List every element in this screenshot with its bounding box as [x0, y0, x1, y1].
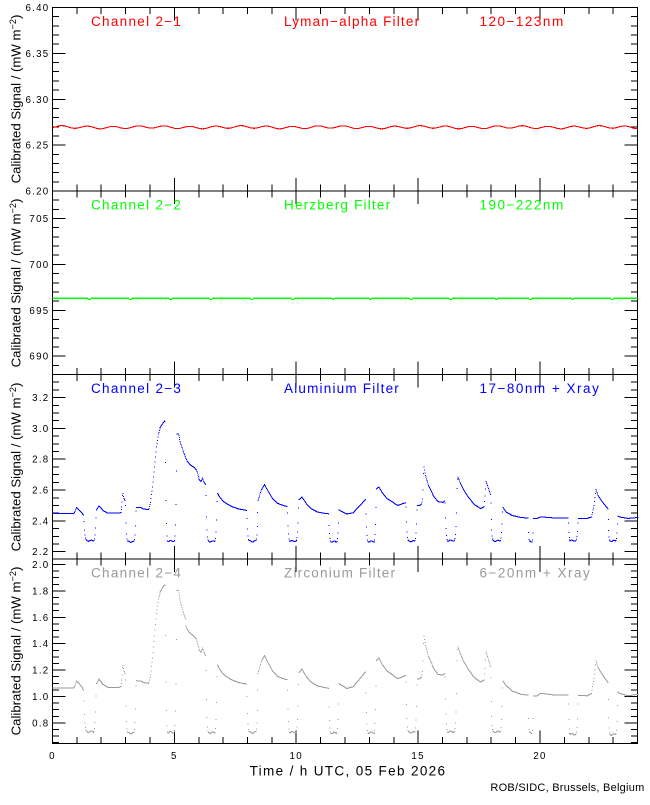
svg-text:Calibrated Signal / (mW m−2): Calibrated Signal / (mW m−2)	[8, 383, 24, 552]
svg-text:Lyman−alpha Filter: Lyman−alpha Filter	[284, 14, 420, 29]
svg-text:2.2: 2.2	[32, 547, 49, 558]
svg-text:Calibrated Signal / (mW m−2): Calibrated Signal / (mW m−2)	[8, 567, 24, 736]
svg-text:17−80nm + Xray: 17−80nm + Xray	[480, 381, 601, 396]
svg-text:5: 5	[171, 751, 178, 762]
svg-text:700: 700	[29, 260, 49, 271]
svg-text:6.35: 6.35	[25, 49, 49, 60]
svg-text:0: 0	[49, 751, 56, 762]
svg-text:10: 10	[290, 751, 303, 762]
svg-text:6.40: 6.40	[25, 3, 49, 14]
svg-text:Calibrated Signal / (mW m−2): Calibrated Signal / (mW m−2)	[8, 15, 24, 184]
svg-text:Time / h UTC, 05 Feb 2026: Time / h UTC, 05 Feb 2026	[250, 764, 447, 779]
svg-text:ROB/SIDC, Brussels, Belgium: ROB/SIDC, Brussels, Belgium	[490, 782, 644, 794]
svg-text:15: 15	[411, 751, 424, 762]
svg-text:690: 690	[29, 352, 49, 363]
svg-text:0.8: 0.8	[32, 718, 49, 729]
svg-text:6.25: 6.25	[25, 141, 49, 152]
svg-text:Zirconium Filter: Zirconium Filter	[284, 566, 396, 581]
svg-text:6.30: 6.30	[25, 95, 49, 106]
svg-text:2.8: 2.8	[32, 455, 49, 466]
svg-text:190−222nm: 190−222nm	[480, 198, 565, 213]
svg-text:Herzberg Filter: Herzberg Filter	[284, 198, 391, 213]
svg-text:Calibrated Signal / (mW m−2): Calibrated Signal / (mW m−2)	[8, 199, 24, 368]
svg-text:2.6: 2.6	[32, 486, 49, 497]
svg-text:2.4: 2.4	[32, 516, 49, 527]
svg-text:2.0: 2.0	[32, 560, 49, 571]
svg-text:Channel 2−3: Channel 2−3	[91, 381, 182, 396]
svg-text:1.2: 1.2	[32, 666, 49, 677]
svg-text:3.0: 3.0	[32, 424, 49, 435]
svg-text:Channel 2−2: Channel 2−2	[91, 198, 182, 213]
svg-text:120−123nm: 120−123nm	[480, 14, 565, 29]
svg-text:1.6: 1.6	[32, 613, 49, 624]
svg-text:Aluminium Filter: Aluminium Filter	[284, 381, 400, 396]
svg-text:Channel 2−4: Channel 2−4	[91, 566, 182, 581]
svg-text:1.8: 1.8	[32, 586, 49, 597]
svg-text:705: 705	[29, 214, 49, 225]
svg-text:695: 695	[29, 306, 49, 317]
svg-text:1.0: 1.0	[32, 692, 49, 703]
svg-text:Channel 2−1: Channel 2−1	[91, 14, 182, 29]
svg-text:3.2: 3.2	[32, 393, 49, 404]
svg-text:6.20: 6.20	[25, 187, 49, 198]
svg-text:1.4: 1.4	[32, 639, 49, 650]
svg-text:20: 20	[533, 751, 546, 762]
svg-text:6−20nm + Xray: 6−20nm + Xray	[480, 566, 592, 581]
